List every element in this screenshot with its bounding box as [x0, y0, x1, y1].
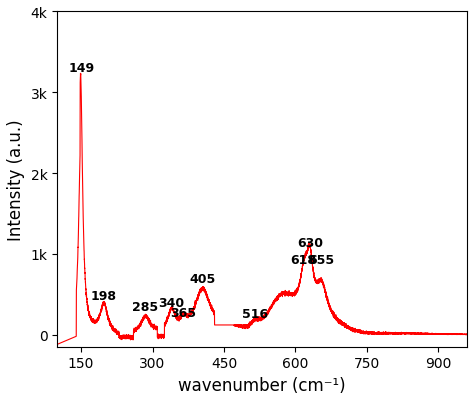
Text: 285: 285	[132, 300, 158, 313]
Text: 365: 365	[170, 306, 196, 320]
Text: 149: 149	[69, 62, 95, 75]
Text: 516: 516	[242, 307, 268, 320]
Text: 405: 405	[190, 273, 216, 286]
Text: 630: 630	[297, 237, 323, 249]
Text: 340: 340	[158, 296, 184, 309]
X-axis label: wavenumber (cm⁻¹): wavenumber (cm⁻¹)	[178, 376, 346, 394]
Text: 198: 198	[91, 289, 117, 302]
Y-axis label: Intensity (a.u.): Intensity (a.u.)	[7, 119, 25, 240]
Text: 618: 618	[290, 253, 316, 266]
Text: 655: 655	[308, 253, 334, 266]
